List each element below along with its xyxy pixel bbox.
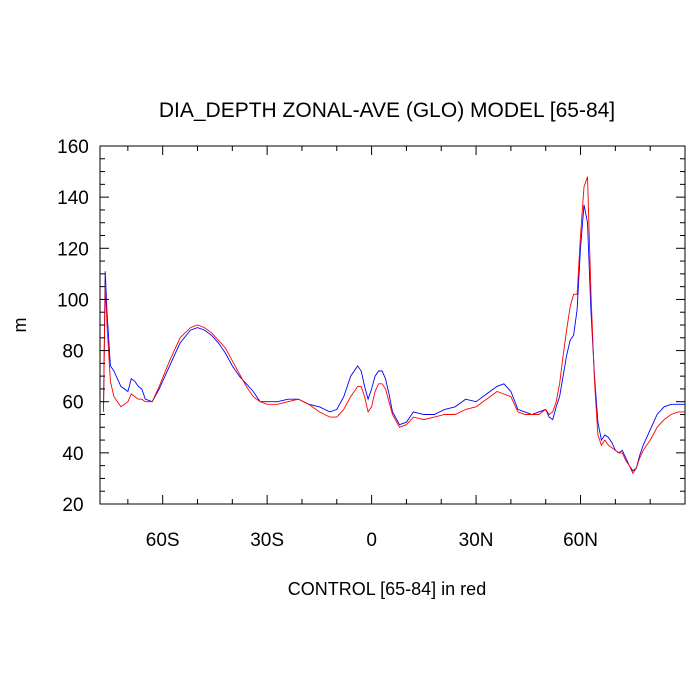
- axis-tick-labels: 20 40 60 80 100 120 140 160 60S 30S 0 30N 60N: [57, 137, 598, 551]
- y-axis-title: m: [10, 318, 30, 333]
- x-tick-label: 30S: [250, 530, 284, 551]
- series-line-1: [103, 176, 685, 475]
- y-tick-label: 80: [62, 342, 83, 363]
- y-tick-label: 100: [57, 290, 89, 311]
- y-tick-label: 160: [57, 137, 89, 158]
- y-tick-label: 20: [62, 495, 83, 516]
- plot-lines: [103, 176, 685, 475]
- x-tick-label: 60S: [146, 530, 180, 551]
- plot-frame: [99, 145, 686, 505]
- axis-ticks: [100, 145, 685, 505]
- x-tick-label: 0: [366, 530, 377, 551]
- x-axis-title: CONTROL [65-84] in red: [288, 579, 486, 599]
- x-tick-label: 60N: [563, 530, 598, 551]
- y-tick-label: 60: [62, 393, 83, 414]
- y-tick-label: 40: [62, 444, 83, 465]
- y-tick-label: 140: [57, 188, 89, 209]
- chart-title: DIA_DEPTH ZONAL-AVE (GLO) MODEL [65-84]: [159, 99, 615, 122]
- series-line-0: [103, 204, 685, 472]
- y-tick-label: 120: [57, 239, 89, 260]
- x-tick-label: 30N: [459, 530, 494, 551]
